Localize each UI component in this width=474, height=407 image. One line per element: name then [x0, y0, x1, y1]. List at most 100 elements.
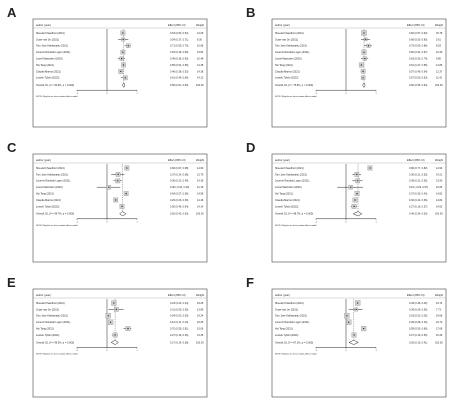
panel-label: A [7, 5, 17, 20]
study-point [350, 186, 352, 188]
plot-frame [271, 288, 447, 398]
study-weight-text: 14.58 [197, 193, 204, 196]
study-weight-text: 14.46 [197, 199, 204, 202]
x-tick-label: 0 [345, 221, 347, 223]
study-weight-text: 19.70 [436, 321, 443, 324]
study-weight-text: 14.82 [436, 193, 443, 196]
study-point [126, 167, 128, 169]
study-point [114, 334, 116, 336]
x-tick-label: 0 [106, 221, 108, 223]
study-label: Tom Jose Kakkanattu (2021) [36, 315, 68, 318]
study-point [356, 193, 358, 195]
plot-frame [32, 18, 208, 128]
study-point [346, 315, 348, 317]
study-label: Claudia Marino (2021) [275, 199, 300, 202]
study-point [121, 205, 123, 207]
x-tick-label: 1 [375, 350, 377, 352]
study-weight-text: 14.39 [197, 180, 204, 183]
plot-frame [32, 288, 208, 398]
study-label: Guan-nan Jin (2021) [36, 308, 59, 311]
study-label: Jocemir Ronaldo Lugon (2021) [275, 180, 309, 183]
study-label: Claudia Marino (2021) [36, 70, 61, 73]
study-point [125, 193, 127, 195]
study-ci-text: 0.60 (0.57, 0.63) [409, 32, 428, 35]
study-label: Tom Jose Kakkanattu (2021) [36, 173, 68, 176]
header-study: author (year) [36, 293, 51, 297]
study-ci-text: 0.61 (0.46, 0.66) [170, 77, 189, 80]
study-ci-text: 0.30 (0.24, 0.36) [409, 199, 428, 202]
study-ci-text: 0.27 (0.19, 0.35) [409, 334, 428, 337]
study-weight-text: 9.85 [436, 58, 441, 61]
study-label: Sheetal Chaudhuri (2021) [275, 302, 304, 305]
study-ci-text: 0.27 (0.16, 0.37) [409, 205, 428, 208]
study-point [127, 45, 129, 47]
study-ci-text: 0.37 (0.14, 0.58) [170, 173, 189, 176]
overall-diamond [362, 82, 366, 88]
study-label: Jocemir Ronaldo Lugon (2021) [36, 51, 70, 54]
study-ci-text: 0.36 (0.21, 0.50) [409, 173, 428, 176]
study-label: Leszek Tylicki (2022) [275, 334, 298, 337]
overall-weight-text: 100.00 [196, 213, 204, 216]
study-ci-text: 0.27 (0.16, 0.36) [170, 334, 189, 337]
weights-note: NOTE: Weights are from random-effects mo… [275, 352, 317, 355]
study-point [357, 180, 359, 182]
study-label: Leszek Tylicki (2022) [275, 205, 298, 208]
x-tick-label: 1 [136, 221, 138, 223]
study-point [115, 199, 117, 201]
study-label: Guan-nan Jin (2021) [36, 38, 59, 41]
study-label: Claudia Marino (2021) [36, 199, 61, 202]
study-weight-text: 13.85 [197, 308, 204, 311]
header-study: author (year) [275, 23, 290, 27]
study-weight-text: 10.48 [197, 58, 204, 61]
overall-label: Overall, DL (I² = 99.3%, p = 0.000) [36, 341, 74, 344]
study-ci-text: 0.29 (0.23, 0.36) [170, 199, 189, 202]
x-tick-label: 1 [136, 93, 138, 95]
header-weight: Weight [196, 23, 204, 27]
study-label: Sheetal Chaudhuri (2021) [36, 32, 65, 35]
study-weight-text: 14.38 [197, 70, 204, 73]
weights-note: NOTE: Weights are from random-effects mo… [36, 224, 78, 227]
study-ci-text: 0.37 (0.30, 0.43) [409, 193, 428, 196]
study-label: Hui Tang (2021) [275, 64, 293, 67]
study-weight-text: 8.30 [197, 38, 202, 41]
study-weight-text: 14.14 [197, 205, 204, 208]
study-weight-text: 13.79 [197, 173, 204, 176]
study-point [362, 77, 364, 79]
x-tick-label: -1 [315, 350, 318, 352]
study-weight-text: 13.84 [197, 51, 204, 54]
study-point [363, 32, 365, 34]
overall-ci-text: 0.52 (0.42, 0.63) [170, 213, 189, 216]
study-ci-text: 0.51 (0.47, 0.55) [409, 64, 428, 67]
study-ci-text: 0.54 (0.37, 0.71) [170, 38, 189, 41]
study-weight-text: 12.18 [197, 186, 204, 189]
study-point [365, 38, 367, 41]
study-label: Leszek Tylicki (2022) [36, 334, 59, 337]
study-ci-text: 0.70 (0.55, 0.81) [170, 328, 189, 331]
header-effect: Effect (95% CI) [168, 293, 186, 297]
study-ci-text: 0.80 (0.77, 0.82) [409, 167, 428, 170]
study-weight-text: 5.61 [436, 38, 441, 41]
study-label: Sheetal Chaudhuri (2021) [36, 167, 65, 170]
study-point [363, 51, 365, 53]
study-ci-text: 0.39 (0.38, 0.40) [409, 302, 428, 305]
study-point [117, 173, 119, 175]
study-label: Claudia Marino (2021) [275, 70, 300, 73]
study-point [110, 321, 112, 323]
study-ci-text: 0.66 (0.50, 0.80) [409, 38, 428, 41]
study-point [367, 45, 370, 47]
overall-label: Overall, DL (I² = 98.7%, p = 0.000) [275, 213, 313, 216]
study-point [115, 308, 117, 310]
x-tick-label: -1 [76, 93, 79, 95]
study-label: Sheetal Chaudhuri (2021) [275, 32, 304, 35]
header-weight: Weight [435, 158, 443, 162]
x-tick-label: 0 [106, 350, 108, 352]
study-ci-text: 0.63 (0.50, 0.74) [409, 58, 428, 61]
study-weight-text: 13.90 [436, 180, 443, 183]
study-label: Leszek Tylicki (2022) [36, 205, 59, 208]
study-weight-text: 19.74 [436, 302, 443, 305]
study-weight-text: 17.66 [436, 328, 443, 331]
study-label: Hui Tang (2021) [36, 64, 54, 67]
overall-ci-text: 0.40 (0.24, 0.53) [409, 213, 428, 216]
study-point [353, 205, 355, 207]
